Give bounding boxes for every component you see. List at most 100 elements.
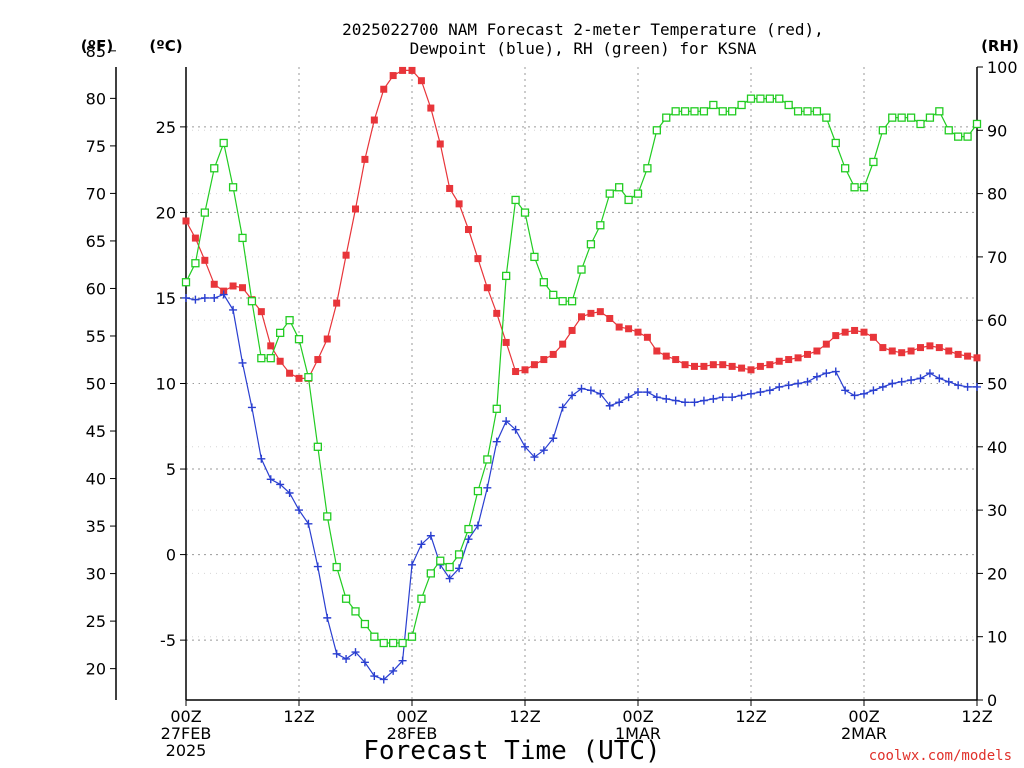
dewpoint-point bbox=[643, 388, 652, 397]
fahrenheit-tick-label: 60 bbox=[86, 279, 106, 298]
dewpoint-point bbox=[219, 290, 228, 299]
temperature-point bbox=[540, 356, 548, 364]
rh-point bbox=[549, 290, 558, 300]
rh-point bbox=[728, 107, 737, 116]
dewpoint-point bbox=[473, 521, 482, 530]
dewpoint-series bbox=[182, 290, 981, 684]
fahrenheit-tick-label: 45 bbox=[86, 422, 106, 441]
dewpoint-point bbox=[728, 393, 737, 402]
rh-point bbox=[699, 107, 709, 116]
celsius-tick-label: 5 bbox=[166, 460, 176, 479]
dewpoint-point bbox=[831, 367, 840, 376]
rh-point bbox=[624, 195, 633, 205]
fahrenheit-tick-label: 75 bbox=[86, 137, 106, 156]
fahrenheit-unit-label: (ºF) bbox=[81, 37, 113, 55]
temperature-point bbox=[380, 85, 388, 93]
fahrenheit-tick-label: 40 bbox=[86, 470, 106, 489]
temperature-point bbox=[766, 361, 774, 369]
dewpoint-point bbox=[690, 398, 699, 407]
temperature-point bbox=[700, 362, 708, 370]
temperature-point bbox=[229, 282, 237, 290]
dewpoint-point bbox=[756, 388, 765, 397]
temperature-point bbox=[615, 323, 623, 331]
temperature-point bbox=[549, 350, 557, 358]
rh-point bbox=[389, 638, 398, 648]
x-tick-label: 00Z bbox=[396, 707, 427, 726]
temperature-point bbox=[521, 366, 529, 374]
series-layer bbox=[181, 66, 982, 684]
rh-point bbox=[906, 113, 916, 122]
x-tick-label: 12Z bbox=[961, 707, 992, 726]
temperature-point bbox=[502, 338, 510, 346]
temperature-point bbox=[851, 326, 859, 334]
temperature-point bbox=[191, 234, 199, 242]
dewpoint-point bbox=[916, 374, 925, 383]
x-tick-label: 12Z bbox=[283, 707, 314, 726]
temperature-point bbox=[408, 66, 416, 74]
dewpoint-point bbox=[586, 386, 595, 395]
dewpoint-point bbox=[539, 446, 548, 455]
x-tick-label: 00Z bbox=[622, 707, 653, 726]
rh-point bbox=[436, 556, 445, 565]
temperature-point bbox=[681, 361, 689, 369]
x-tick-label: 12Z bbox=[509, 707, 540, 726]
temperature-point bbox=[286, 369, 294, 377]
rh-point bbox=[341, 594, 351, 603]
rh-point bbox=[473, 486, 483, 496]
temperature-point bbox=[361, 155, 369, 163]
dewpoint-point bbox=[925, 369, 934, 378]
dewpoint-point bbox=[483, 483, 492, 492]
fahrenheit-tick-label: 25 bbox=[86, 612, 106, 631]
temperature-point bbox=[747, 366, 755, 374]
temperature-point bbox=[512, 368, 520, 376]
temperature-point bbox=[756, 362, 764, 370]
rh-tick-label: 20 bbox=[987, 564, 1007, 583]
rh-tick-label: 40 bbox=[987, 438, 1007, 457]
x-axis-title: Forecast Time (UTC) bbox=[363, 736, 660, 766]
dewpoint-point bbox=[794, 379, 803, 388]
dewpoint-point bbox=[954, 381, 963, 390]
temperature-point bbox=[333, 299, 341, 307]
rh-point bbox=[944, 126, 953, 135]
x-tick-label: 00Z bbox=[170, 707, 201, 726]
dewpoint-point bbox=[812, 372, 821, 381]
dewpoint-point bbox=[530, 453, 539, 462]
dewpoint-point bbox=[784, 381, 793, 390]
fahrenheit-tick-label: 65 bbox=[86, 232, 106, 251]
temperature-point bbox=[917, 344, 924, 352]
axes-layer: -505101520252025303540455055606570758085… bbox=[86, 42, 1018, 760]
dewpoint-point bbox=[822, 369, 831, 378]
rh-point bbox=[257, 354, 266, 363]
temperature-point bbox=[964, 352, 972, 360]
dewpoint-point bbox=[652, 393, 661, 402]
rh-point bbox=[210, 164, 219, 173]
temperature-point bbox=[342, 251, 350, 259]
rh-tick-label: 100 bbox=[987, 58, 1018, 77]
temperature-point bbox=[869, 333, 877, 341]
dewpoint-point bbox=[860, 389, 868, 398]
dewpoint-point bbox=[634, 388, 642, 397]
temperature-point bbox=[738, 364, 746, 372]
celsius-unit-label: (ºC) bbox=[149, 37, 182, 55]
rh-point bbox=[454, 550, 464, 559]
temperature-point bbox=[785, 356, 793, 364]
rh-point bbox=[605, 189, 614, 198]
rh-point bbox=[238, 233, 247, 243]
rh-point bbox=[276, 328, 285, 338]
dewpoint-point bbox=[558, 403, 567, 412]
rh-tick-label: 70 bbox=[987, 248, 1007, 267]
celsius-tick-label: 0 bbox=[166, 546, 176, 565]
dewpoint-point bbox=[323, 613, 332, 622]
rh-point bbox=[596, 221, 605, 230]
dewpoint-line bbox=[185, 293, 977, 681]
dewpoint-point bbox=[897, 377, 906, 386]
rh-point bbox=[200, 208, 209, 217]
dewpoint-point bbox=[229, 305, 238, 314]
dewpoint-point bbox=[200, 293, 209, 302]
dewpoint-point bbox=[182, 293, 190, 302]
dewpoint-point bbox=[841, 386, 850, 395]
temperature-point bbox=[822, 340, 830, 348]
temperature-point bbox=[276, 357, 284, 365]
temperature-point bbox=[832, 332, 840, 340]
